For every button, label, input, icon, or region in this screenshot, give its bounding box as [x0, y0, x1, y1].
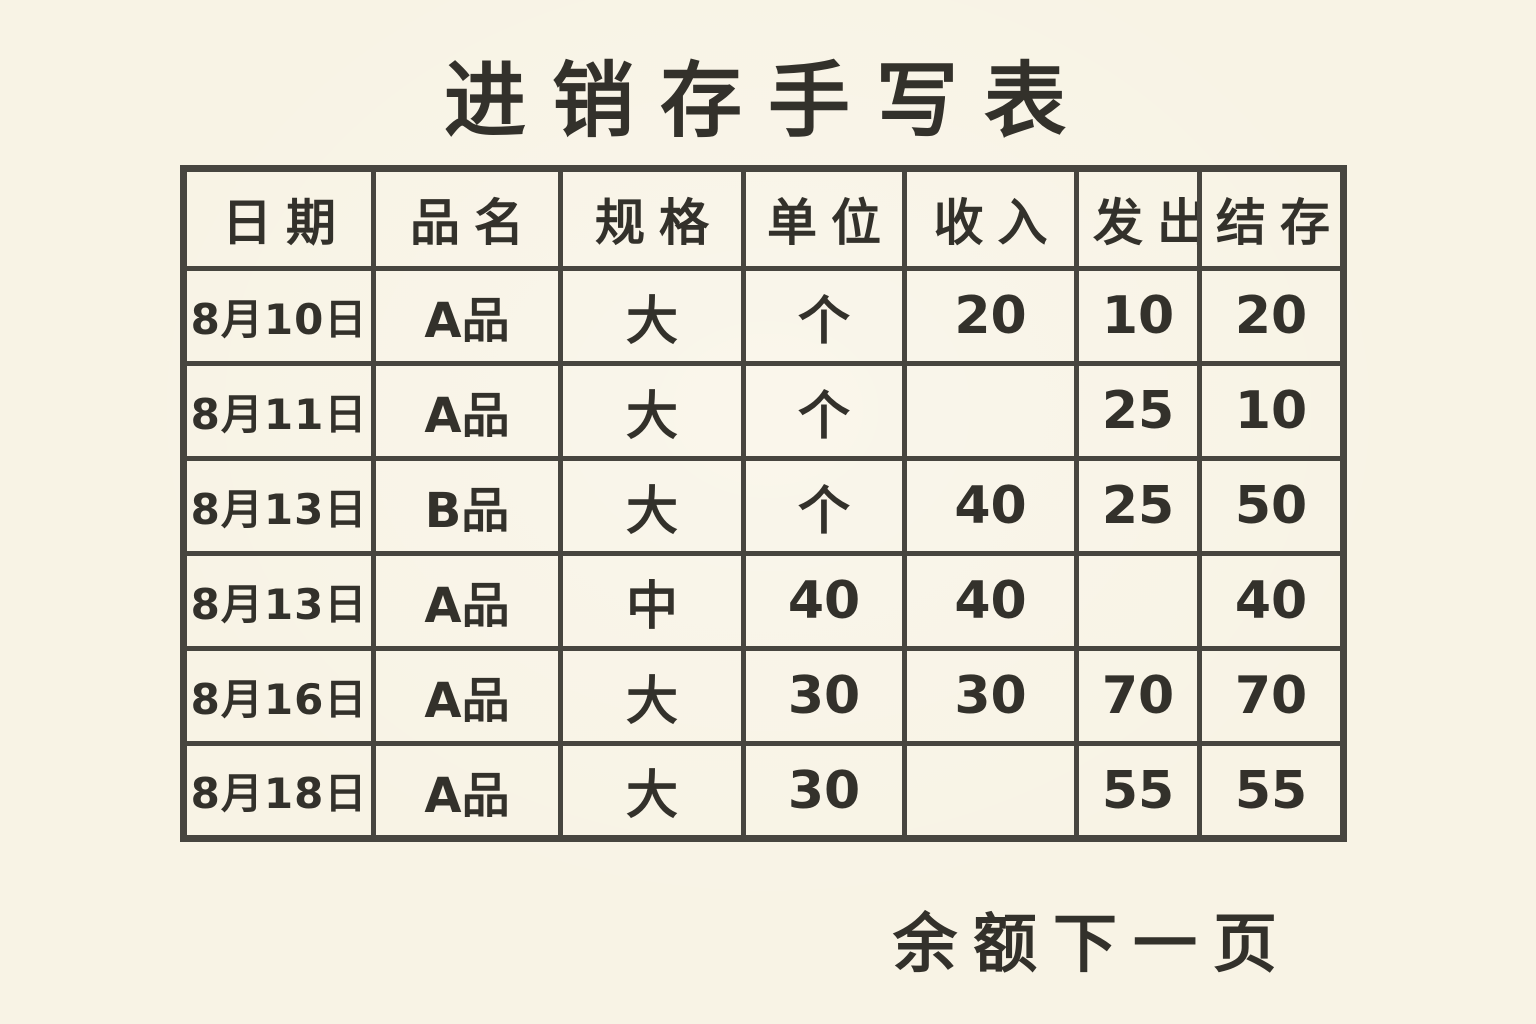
cell-issued: 70: [1074, 646, 1202, 746]
cell-received: 30: [902, 646, 1079, 746]
cell-received: [902, 361, 1079, 461]
column-header-unit: 单位: [741, 166, 907, 271]
cell-unit: 个: [741, 456, 907, 556]
cell-date: 8月13日: [181, 551, 376, 651]
table-row: 8月13日 A品 中 40 40 40: [181, 551, 1346, 651]
cell-date: 8月16日: [181, 646, 376, 746]
cell-product: B品: [371, 456, 563, 556]
cell-issued: [1074, 551, 1202, 651]
cell-received: [902, 741, 1079, 841]
cell-unit: 30: [741, 646, 907, 746]
cell-product: A品: [371, 741, 563, 841]
cell-product: A品: [371, 361, 563, 461]
cell-balance: 70: [1197, 646, 1346, 746]
cell-issued: 10: [1074, 266, 1202, 366]
table-row: 8月11日 A品 大 个 25 10: [181, 361, 1346, 461]
table-header-row: 日期 品名 规格 单位 收入 发出 结存: [181, 166, 1346, 271]
cell-balance: 20: [1197, 266, 1346, 366]
footer-note: 余额下一页: [893, 908, 1293, 982]
cell-spec: 大: [558, 741, 746, 841]
cell-spec: 大: [558, 266, 746, 366]
cell-received: 20: [902, 266, 1079, 366]
cell-received: 40: [902, 551, 1079, 651]
cell-date: 8月18日: [181, 741, 376, 841]
cell-balance: 50: [1197, 456, 1346, 556]
cell-received: 40: [902, 456, 1079, 556]
cell-date: 8月10日: [181, 266, 376, 366]
cell-product: A品: [371, 266, 563, 366]
cell-spec: 中: [558, 551, 746, 651]
column-header-received: 收入: [902, 166, 1079, 271]
page-title: 进销存手写表: [443, 54, 1092, 149]
column-header-balance: 结存: [1197, 166, 1346, 271]
cell-spec: 大: [558, 456, 746, 556]
cell-date: 8月13日: [181, 456, 376, 556]
cell-product: A品: [371, 551, 563, 651]
column-header-date: 日期: [181, 166, 376, 271]
cell-unit: 30: [741, 741, 907, 841]
cell-product: A品: [371, 646, 563, 746]
table-row: 8月10日 A品 大 个 20 10 20: [181, 266, 1346, 366]
inventory-table: 日期 品名 规格 单位 收入 发出 结存 8月10日 A品 大 个 20 10 …: [180, 165, 1347, 842]
cell-issued: 25: [1074, 456, 1202, 556]
cell-unit: 个: [741, 361, 907, 461]
table-row: 8月16日 A品 大 30 30 70 70: [181, 646, 1346, 746]
column-header-issued: 发出: [1074, 166, 1202, 271]
cell-issued: 55: [1074, 741, 1202, 841]
cell-unit: 40: [741, 551, 907, 651]
cell-balance: 55: [1197, 741, 1346, 841]
column-header-product: 品名: [371, 166, 563, 271]
cell-balance: 10: [1197, 361, 1346, 461]
cell-balance: 40: [1197, 551, 1346, 651]
cell-date: 8月11日: [181, 361, 376, 461]
cell-unit: 个: [741, 266, 907, 366]
column-header-spec: 规格: [558, 166, 746, 271]
cell-issued: 25: [1074, 361, 1202, 461]
table-row: 8月18日 A品 大 30 55 55: [181, 741, 1346, 841]
cell-spec: 大: [558, 361, 746, 461]
cell-spec: 大: [558, 646, 746, 746]
table-row: 8月13日 B品 大 个 40 25 50: [181, 456, 1346, 556]
